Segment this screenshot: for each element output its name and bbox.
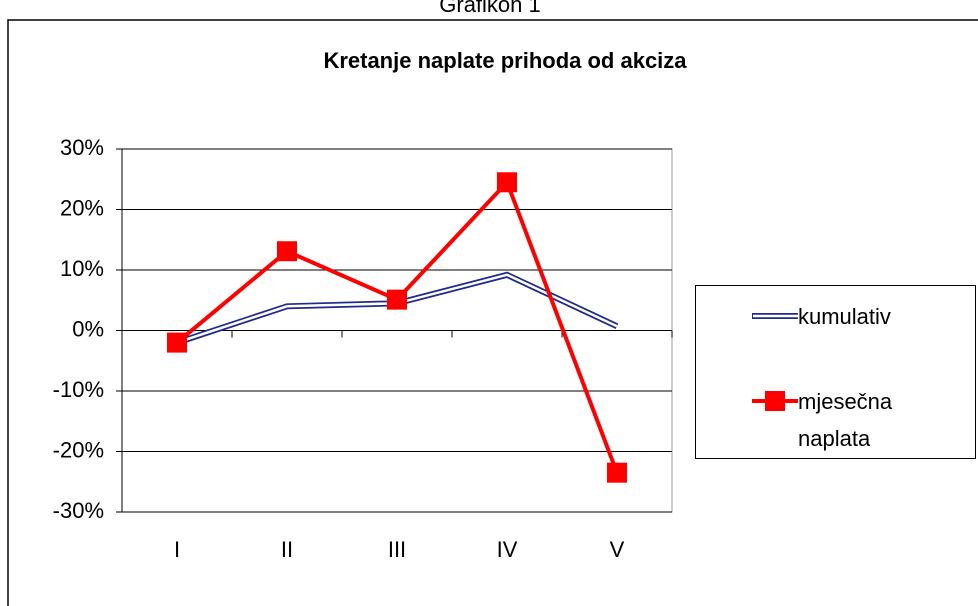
legend-label: kumulativ bbox=[798, 304, 891, 329]
x-tick-label: IV bbox=[497, 537, 518, 562]
chart-title: Kretanje naplate prihoda od akciza bbox=[323, 48, 687, 73]
marker bbox=[387, 289, 407, 310]
x-tick-label: II bbox=[281, 537, 293, 562]
legend-label: mjesečna naplata bbox=[798, 389, 893, 451]
marker bbox=[277, 241, 297, 262]
marker bbox=[607, 462, 627, 483]
y-tick-label: -30% bbox=[53, 498, 104, 523]
marker bbox=[497, 172, 517, 193]
y-tick-label: 10% bbox=[60, 256, 104, 281]
x-tick-label: V bbox=[610, 537, 625, 562]
caption: Grafikon 1 bbox=[439, 0, 541, 17]
marker bbox=[167, 332, 187, 353]
legend-marker bbox=[765, 391, 785, 411]
legend-swatch bbox=[752, 313, 798, 319]
y-tick-label: 20% bbox=[60, 195, 104, 220]
y-tick-label: 0% bbox=[72, 316, 104, 341]
legend-item: mjesečna naplata bbox=[746, 383, 928, 457]
y-tick-label: 30% bbox=[60, 135, 104, 160]
chart-border bbox=[7, 19, 978, 606]
line bbox=[175, 178, 619, 474]
legend-item: kumulativ bbox=[746, 298, 928, 335]
y-tick-label: -10% bbox=[53, 377, 104, 402]
x-tick-label: I bbox=[174, 537, 180, 562]
legend: kumulativ mjesečna naplata bbox=[695, 285, 976, 459]
legend-swatch bbox=[752, 391, 798, 411]
x-tick-label: III bbox=[388, 537, 406, 562]
y-tick-label: -20% bbox=[53, 437, 104, 462]
